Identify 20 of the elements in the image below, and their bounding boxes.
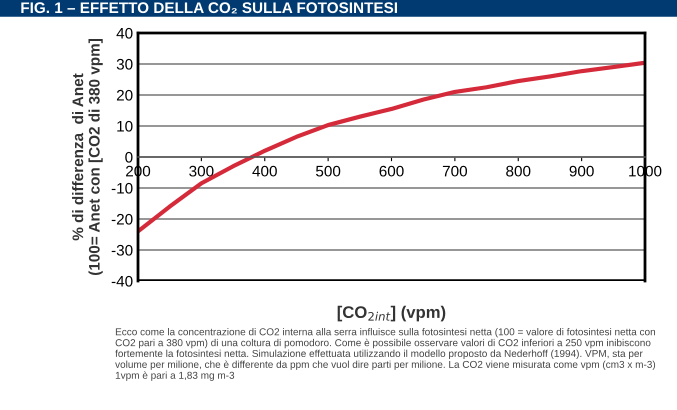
x-tick-label: 600	[380, 166, 404, 177]
y-tick-label: -30	[112, 244, 133, 256]
x-tick-label: 400	[252, 166, 277, 177]
x-tick-label: 500	[316, 166, 340, 177]
y-tick-label: -20	[112, 214, 133, 225]
y-tick-label: 40	[116, 28, 133, 39]
y-tick-label: 20	[116, 90, 133, 101]
chart-title: FIG. 1 – EFFETTO DELLA CO₂ SULLA FOTOSINTESI	[21, 2, 398, 14]
y-tick-label: -10	[112, 182, 133, 194]
y-axis-title: % di differenza di Anet (100= Anet con [CO2 di 380 vpm]	[72, 39, 103, 276]
x-tick-label: 900	[570, 166, 594, 177]
y-tick-label: 0	[125, 152, 133, 163]
text: Ecco come la concentrazione di CO2 interna alla serra influisce sulla fotosintesi netta (100 = valore di fotosintesi netta con CO2 pari a 380 vpm) di una coltura di pomodoro. Come è possibile osservare valori di CO2 inferiori a 250 vpm inibiscono fortemente la fotosintesi netta. Simulazione effettuata utilizzando il modello proposto da Nederhoff (1994). VPM, sta per volume per milione, che è differente da ppm che vuol dire parti per milione. La CO2 viene misurata come vpm (cm3 x m-3) 1vpm è pari a 1,83 mg m-3	[115, 328, 656, 381]
x-tick-label: 700	[442, 166, 468, 177]
y-tick-label: 30	[116, 58, 133, 70]
y-tick-label: -40	[112, 276, 133, 287]
x-tick-label: 800	[506, 166, 530, 177]
y-tick-label: 10	[117, 120, 133, 132]
x-tick-label: 300	[189, 166, 214, 177]
x-axis-title: [CO$_{2int}$] (vpm)	[338, 306, 446, 322]
